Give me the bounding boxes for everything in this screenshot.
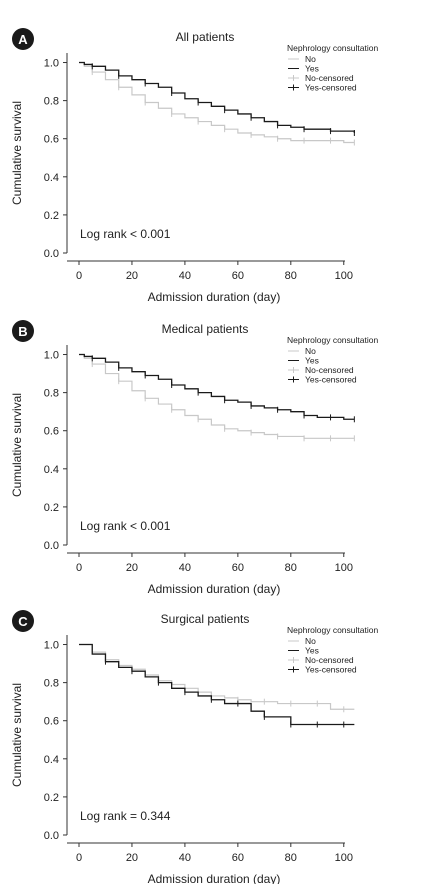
y-axis-label: Cumulative survival [10, 101, 24, 205]
chart-title: All patients [176, 30, 235, 44]
legend-entry: No-censored [305, 365, 354, 375]
panel-label-badge [12, 610, 34, 632]
x-axis-label: Admission duration (day) [148, 582, 281, 596]
legend-entry: Yes [305, 646, 319, 656]
panel-label: A [18, 32, 28, 47]
x-tick-label: 20 [126, 852, 138, 864]
legend-entry: Yes [305, 64, 319, 74]
x-tick-label: 0 [76, 270, 82, 282]
x-tick-label: 80 [285, 270, 297, 282]
legend-entry: No [305, 346, 316, 356]
x-axis-label: Admission duration (day) [148, 290, 281, 304]
y-tick-label: 0.0 [44, 540, 59, 552]
panel-label: B [18, 324, 27, 339]
survival-curve-yes [79, 643, 355, 726]
x-tick-label: 40 [179, 270, 191, 282]
y-tick-label: 0.0 [44, 248, 59, 260]
x-tick-label: 0 [76, 562, 82, 574]
panel-label: C [18, 614, 28, 629]
y-tick-label: 0.2 [44, 502, 59, 514]
y-axis-label: Cumulative survival [10, 393, 24, 497]
x-tick-label: 20 [126, 270, 138, 282]
legend-entry: Yes-censored [305, 83, 357, 93]
legend-entry: No-censored [305, 655, 354, 665]
panel-label-badge [12, 28, 34, 50]
y-tick-label: 0.0 [44, 830, 59, 842]
y-tick-label: 0.2 [44, 792, 59, 804]
panel-label-badge [12, 320, 34, 342]
x-tick-label: 0 [76, 852, 82, 864]
y-axis-label: Cumulative survival [10, 683, 24, 787]
legend-entry: No-censored [305, 73, 354, 83]
log-rank-annotation: Log rank < 0.001 [80, 519, 171, 533]
y-tick-label: 1.0 [44, 350, 59, 362]
chart-title: Medical patients [162, 322, 249, 336]
x-tick-label: 40 [179, 562, 191, 574]
x-tick-label: 60 [232, 270, 244, 282]
legend-entry: Yes [305, 356, 319, 366]
legend-entry: Yes-censored [305, 375, 357, 385]
x-tick-label: 20 [126, 562, 138, 574]
panel-c: C Surgical patients 0.0 0.2 0.4 0.6 0.8 1.0 0 20 4… [10, 610, 378, 884]
y-tick-label: 1.0 [44, 640, 59, 652]
panel-a: A All patients 0.0 0.2 0.4 0.6 0.8 1.0 0 20 40 60 80… [10, 28, 378, 304]
y-tick-label: 0.8 [44, 388, 59, 400]
chart-title: Surgical patients [161, 612, 250, 626]
y-tick-label: 0.4 [44, 172, 59, 184]
x-tick-label: 100 [335, 270, 353, 282]
legend-title: Nephrology consultation [287, 335, 378, 345]
x-tick-label: 100 [335, 852, 353, 864]
y-tick-label: 0.8 [44, 678, 59, 690]
x-tick-label: 60 [232, 562, 244, 574]
legend-entry: No [305, 636, 316, 646]
y-tick-label: 0.6 [44, 716, 59, 728]
x-tick-label: 80 [285, 852, 297, 864]
y-tick-label: 0.4 [44, 754, 59, 766]
y-tick-label: 0.2 [44, 210, 59, 222]
legend-title: Nephrology consultation [287, 43, 378, 53]
panel-b: B Medical patients 0.0 0.2 0.4 0.6 0.8 1.0 0 20 40… [10, 320, 378, 596]
survival-curve-yes [79, 353, 355, 420]
x-tick-label: 40 [179, 852, 191, 864]
log-rank-annotation: Log rank = 0.344 [80, 809, 171, 823]
x-tick-label: 100 [335, 562, 353, 574]
legend-entry: No [305, 54, 316, 64]
x-axis-label: Admission duration (day) [148, 872, 281, 884]
y-tick-label: 0.8 [44, 96, 59, 108]
y-tick-label: 0.4 [44, 464, 59, 476]
y-tick-label: 0.6 [44, 426, 59, 438]
x-tick-label: 60 [232, 852, 244, 864]
y-tick-label: 1.0 [44, 58, 59, 70]
y-tick-label: 0.6 [44, 134, 59, 146]
legend-entry: Yes-censored [305, 665, 357, 675]
x-tick-label: 80 [285, 562, 297, 574]
legend-title: Nephrology consultation [287, 625, 378, 635]
log-rank-annotation: Log rank < 0.001 [80, 227, 171, 241]
